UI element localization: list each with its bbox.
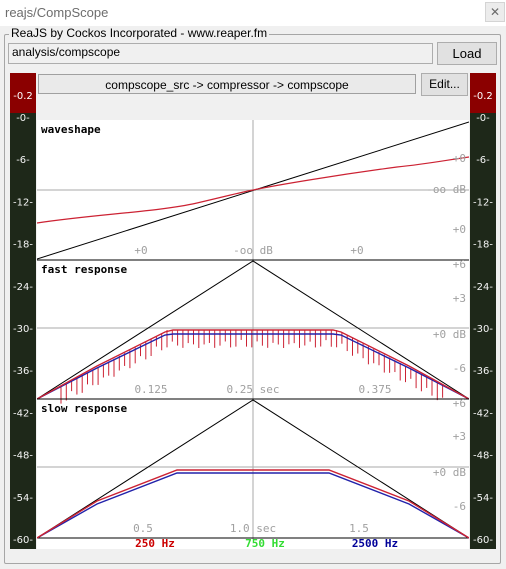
meter-tick-label: -42- xyxy=(13,408,33,419)
axis-label: -6 xyxy=(453,362,466,375)
legend-entry: 250 Hz xyxy=(135,537,175,549)
meter-tick-label: -48- xyxy=(13,451,33,462)
time-label: +0 xyxy=(350,244,363,257)
meter-tick-label: -18- xyxy=(13,240,33,251)
time-label: 0.375 xyxy=(358,383,391,396)
time-label: 0.5 xyxy=(133,522,153,535)
meter-tick-label: -42- xyxy=(473,408,493,419)
meter-tick-label: -54- xyxy=(13,493,33,504)
axis-label: +0 xyxy=(453,223,466,236)
panel-title: fast response xyxy=(41,263,127,276)
meter-tick-label: -36- xyxy=(473,366,493,377)
meter-tick-label: -24- xyxy=(13,282,33,293)
waveshape-curve xyxy=(36,156,470,224)
axis-label: +0 xyxy=(453,152,466,165)
meter-tick-label: -60- xyxy=(13,535,33,546)
axis-label: +3 xyxy=(453,430,466,443)
meter-tick-label: -6- xyxy=(476,155,490,166)
input-envelope xyxy=(36,260,470,400)
load-button[interactable]: Load xyxy=(437,42,497,65)
axis-label: +0 dB xyxy=(433,328,466,341)
time-label: +0 xyxy=(134,244,147,257)
meter-tick-label: -18- xyxy=(473,240,493,251)
axis-label: +6 xyxy=(453,397,466,410)
meter-tick-label: -48- xyxy=(473,451,493,462)
meter-tick-label: -12- xyxy=(13,197,33,208)
meter-peak-label: -0.2 xyxy=(13,91,33,102)
meter-tick-label: -30- xyxy=(13,324,33,335)
meter-background xyxy=(470,73,496,549)
axis-label: +3 xyxy=(453,292,466,305)
time-label: 1.5 xyxy=(349,522,369,535)
response-curve-2500hz xyxy=(36,333,470,400)
group-label: ReaJS by Cockos Incorporated - www.reape… xyxy=(9,26,270,40)
signal-chain-label: compscope_src -> compressor -> compscope xyxy=(38,74,416,94)
right-level-meter: -0.2 -0- -6- -12- -18- -24- -30- -36- -42- -48- -5… xyxy=(470,73,496,549)
axis-label: +0 dB xyxy=(433,466,466,479)
edit-button[interactable]: Edit... xyxy=(421,73,468,96)
axis-label: -6 xyxy=(453,500,466,513)
close-icon: ✕ xyxy=(489,5,501,19)
legend-entry: 750 Hz xyxy=(245,537,285,549)
window-title: reajs/CompScope xyxy=(5,5,109,20)
meter-peak-cell xyxy=(470,73,496,113)
response-curve-250hz xyxy=(36,329,470,400)
meter-tick-label: -12- xyxy=(473,197,493,208)
title-bar: reajs/CompScope ✕ xyxy=(0,0,506,26)
time-label: 0.25 sec xyxy=(227,383,280,396)
meter-tick-label: -30- xyxy=(473,324,493,335)
left-level-meter: -0.2 -0- -6- -12- -18- -24- -30- -36- -42- -48- -5… xyxy=(10,73,36,549)
meter-peak-label: -0.2 xyxy=(473,91,493,102)
effect-path-field[interactable]: analysis/compscope xyxy=(8,43,433,64)
axis-label: -oo dB xyxy=(426,183,466,196)
meter-peak-cell xyxy=(10,73,36,113)
meter-tick-label: -6- xyxy=(16,155,30,166)
meter-background xyxy=(10,73,36,549)
time-label: 1.0 sec xyxy=(230,522,276,535)
response-curve-2500hz xyxy=(36,472,470,539)
meter-tick-label: -0- xyxy=(476,113,490,124)
response-curve-250hz xyxy=(36,469,470,539)
meter-tick-label: -0- xyxy=(16,113,30,124)
input-envelope xyxy=(36,399,470,539)
meter-tick-label: -36- xyxy=(13,366,33,377)
time-label: -oo dB xyxy=(233,244,273,257)
panel-title: waveshape xyxy=(41,123,101,136)
scope-display: waveshape +0 -oo dB +0 +0 -oo dB +0 fast respon… xyxy=(36,120,470,550)
meter-tick-label: -24- xyxy=(473,282,493,293)
panel-title: slow response xyxy=(41,402,127,415)
close-button[interactable]: ✕ xyxy=(485,2,505,22)
legend-entry: 2500 Hz xyxy=(352,537,398,549)
axis-label: +6 xyxy=(453,258,466,271)
meter-tick-label: -54- xyxy=(473,493,493,504)
meter-tick-label: -60- xyxy=(473,535,493,546)
time-label: 0.125 xyxy=(134,383,167,396)
